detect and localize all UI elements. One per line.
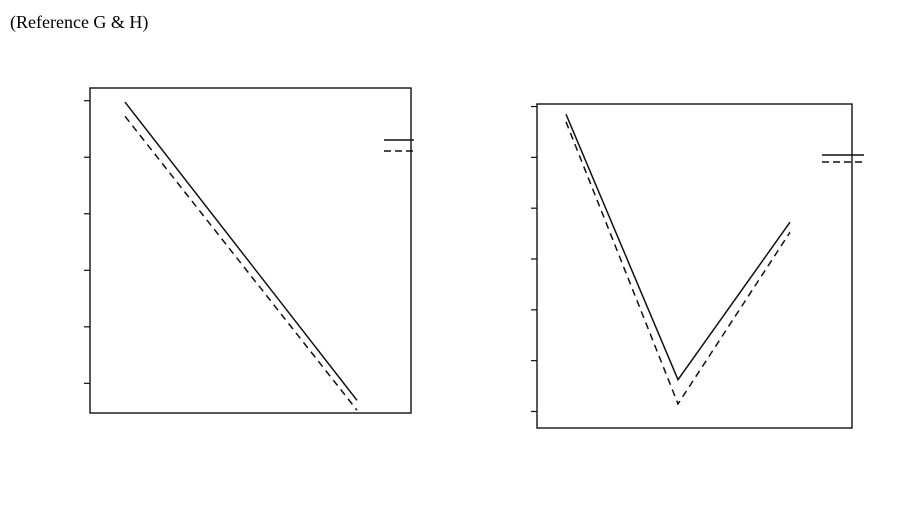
chart-justification (531, 103, 864, 429)
series-line-w (565, 113, 791, 382)
plot-frame (89, 87, 412, 414)
figure-caption: (Reference G & H) (10, 12, 148, 33)
series-line-w (124, 101, 358, 401)
series-line-b (565, 121, 791, 406)
plot-frame (536, 103, 853, 429)
chart-confidence (84, 87, 414, 414)
series-line-b (124, 115, 358, 411)
